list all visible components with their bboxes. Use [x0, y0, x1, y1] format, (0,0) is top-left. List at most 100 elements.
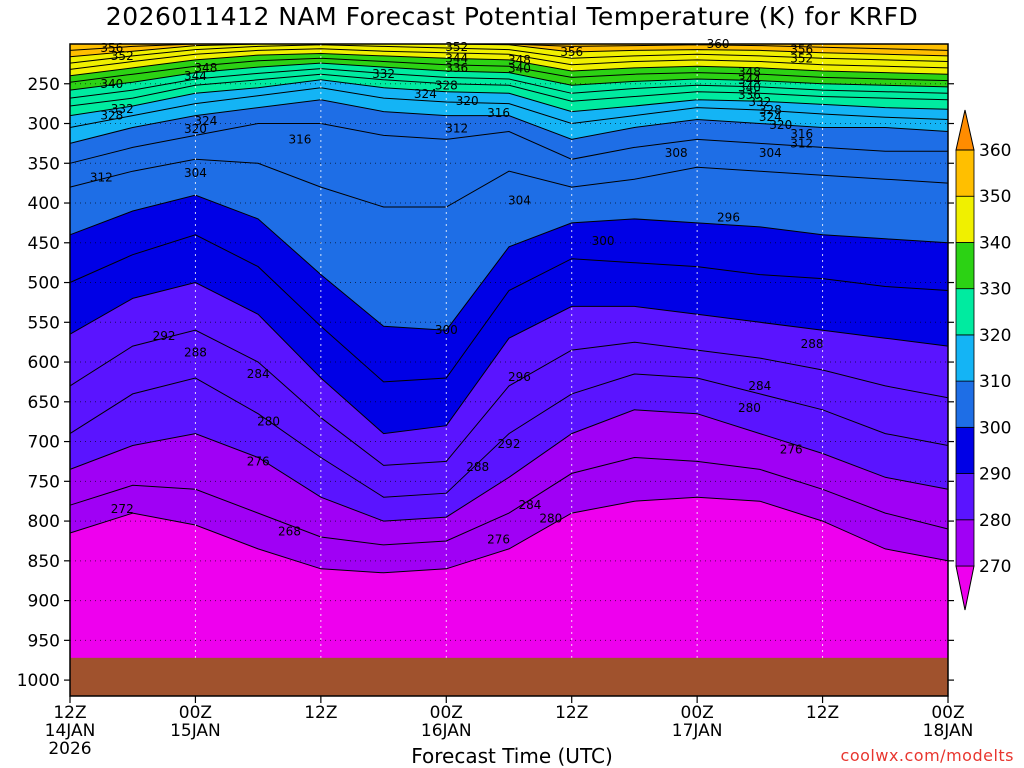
contour-label: 272	[111, 502, 134, 516]
contour-label: 348	[194, 61, 217, 75]
contour-label: 320	[456, 94, 479, 108]
x-tick-label: 12Z	[304, 703, 337, 723]
y-tick-label: 500	[28, 274, 60, 294]
plot-frame	[69, 43, 949, 697]
x-tick-label: 12Z	[53, 703, 86, 723]
colorbar-max-triangle	[955, 109, 975, 151]
isentrope-276	[69, 456, 949, 546]
contour-label: 328	[100, 109, 123, 123]
isentrope-304	[69, 158, 949, 208]
colorbar-swatch	[955, 288, 975, 336]
contour-label: 356	[790, 43, 813, 57]
isentrope-272	[69, 496, 949, 574]
contour-label: 308	[665, 146, 688, 160]
y-tick-label: 250	[28, 75, 60, 95]
isentrope-332	[69, 62, 949, 91]
y-tick-label: 450	[28, 234, 60, 254]
contour-label: 344	[738, 73, 761, 87]
contour-label: 276	[780, 443, 803, 457]
contour-label: 328	[759, 103, 782, 117]
colorbar-swatch	[955, 426, 975, 474]
y-tick-label: 800	[28, 512, 60, 532]
contour-label: 324	[194, 114, 217, 128]
colorbar-label: 310	[979, 372, 1011, 392]
contour-label: 324	[414, 87, 437, 101]
colorbar-label: 290	[979, 465, 1011, 485]
colorbar-label: 280	[979, 511, 1011, 531]
x-tick-label: 15JAN	[170, 721, 221, 741]
contour-label: 284	[518, 498, 541, 512]
contour-label: 304	[184, 166, 207, 180]
x-tick-label: 00Z	[931, 703, 964, 723]
y-tick-label: 1000	[17, 671, 60, 691]
contour-label: 340	[508, 62, 531, 76]
y-tick-label: 700	[28, 433, 60, 453]
y-tick-label: 650	[28, 393, 60, 413]
y-tick-label: 600	[28, 353, 60, 373]
x-tick-label: 2026	[48, 739, 91, 759]
colorbar-label: 300	[979, 418, 1011, 438]
contour-label: 288	[801, 337, 824, 351]
contour-label: 288	[466, 460, 489, 474]
isentrope-308	[69, 123, 948, 164]
contour-label: 284	[247, 367, 270, 381]
contour-label: 336	[738, 88, 761, 102]
contour-label: 304	[759, 146, 782, 160]
x-tick-label: 00Z	[430, 703, 463, 723]
contour-label: 312	[790, 136, 813, 150]
contour-label: 296	[717, 210, 740, 224]
x-tick-label: 00Z	[681, 703, 714, 723]
isentrope-300	[69, 194, 949, 331]
contour-label: 336	[445, 61, 468, 75]
x-axis-title: Forecast Time (UTC)	[411, 744, 613, 768]
contour-label: 344	[445, 51, 468, 65]
contour-label: 284	[748, 379, 771, 393]
isentrope-312	[69, 99, 949, 144]
contour-label: 332	[748, 95, 771, 109]
contour-label: 304	[508, 194, 531, 208]
colorbar-label: 270	[979, 557, 1011, 577]
isentrope-344	[69, 48, 949, 70]
y-tick-label: 400	[28, 194, 60, 214]
contour-label: 332	[372, 67, 395, 81]
contour-label: 332	[111, 102, 134, 116]
contour-label: 312	[445, 121, 468, 135]
isentrope-316	[69, 87, 949, 128]
ground-surface	[70, 657, 948, 696]
chart-title: 2026011412 NAM Forecast Potential Temper…	[105, 2, 919, 31]
colorbar-label: 340	[979, 233, 1011, 253]
x-tick-label: 12Z	[806, 703, 839, 723]
colorbar-swatch	[955, 334, 975, 382]
isentrope-352	[69, 43, 949, 58]
y-tick-label: 950	[28, 631, 60, 651]
contour-label: 316	[790, 127, 813, 141]
contour-label: 320	[769, 118, 792, 132]
credit-text: coolwx.com/modelts	[840, 746, 1014, 765]
contour-label: 324	[759, 110, 782, 124]
colorbar-min-triangle	[955, 565, 975, 611]
isentrope-lines	[69, 43, 949, 574]
isentrope-292	[69, 281, 949, 435]
y-tick-label: 300	[28, 115, 60, 135]
contour-label: 276	[487, 532, 510, 546]
isentrope-340	[69, 52, 949, 77]
contour-label: 280	[738, 401, 761, 415]
contour-label: 348	[738, 65, 761, 79]
fill-band-352	[70, 44, 948, 57]
contour-label: 300	[435, 323, 458, 337]
isentrope-fills	[70, 44, 948, 696]
contour-label: 340	[738, 81, 761, 95]
contour-label: 312	[90, 171, 113, 185]
isentrope-288	[69, 329, 949, 466]
y-tick-label: 550	[28, 313, 60, 333]
colorbar-label: 330	[979, 280, 1011, 300]
colorbar-swatch	[955, 473, 975, 521]
contour-label: 292	[498, 437, 521, 451]
contour-label: 292	[153, 329, 176, 343]
colorbar: 270 280 290 300 310 320 330 340 350 360	[955, 109, 1011, 611]
contour-label: 328	[435, 78, 458, 92]
contour-label: 288	[184, 346, 207, 360]
isentrope-348	[69, 44, 949, 64]
